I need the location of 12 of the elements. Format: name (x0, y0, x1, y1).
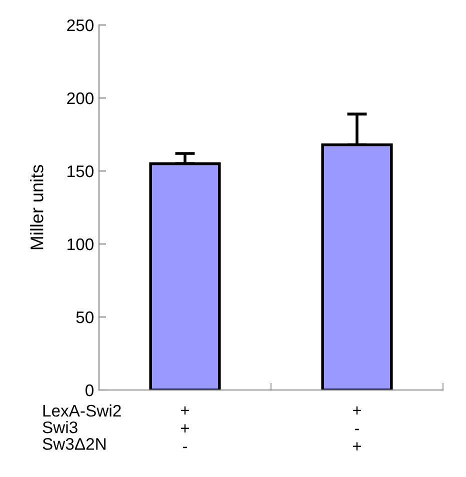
x-tick-label: + + - (180, 406, 190, 448)
y-tick-label: 200 (67, 92, 94, 104)
text: LexA-Swi2 (43, 404, 121, 417)
y-axis-title: Miller units (30, 165, 44, 250)
y-tick-label: 250 (67, 19, 94, 32)
x-tick-label: + - + (352, 406, 362, 450)
y-tick-label: 50 (76, 311, 94, 324)
y-tick-label: 100 (68, 238, 94, 250)
text: Sw3Δ2N (42, 438, 106, 450)
y-tick-label: 0 (86, 384, 94, 396)
y-tick-label: 150 (68, 165, 94, 178)
text: Swi3 (42, 421, 78, 434)
